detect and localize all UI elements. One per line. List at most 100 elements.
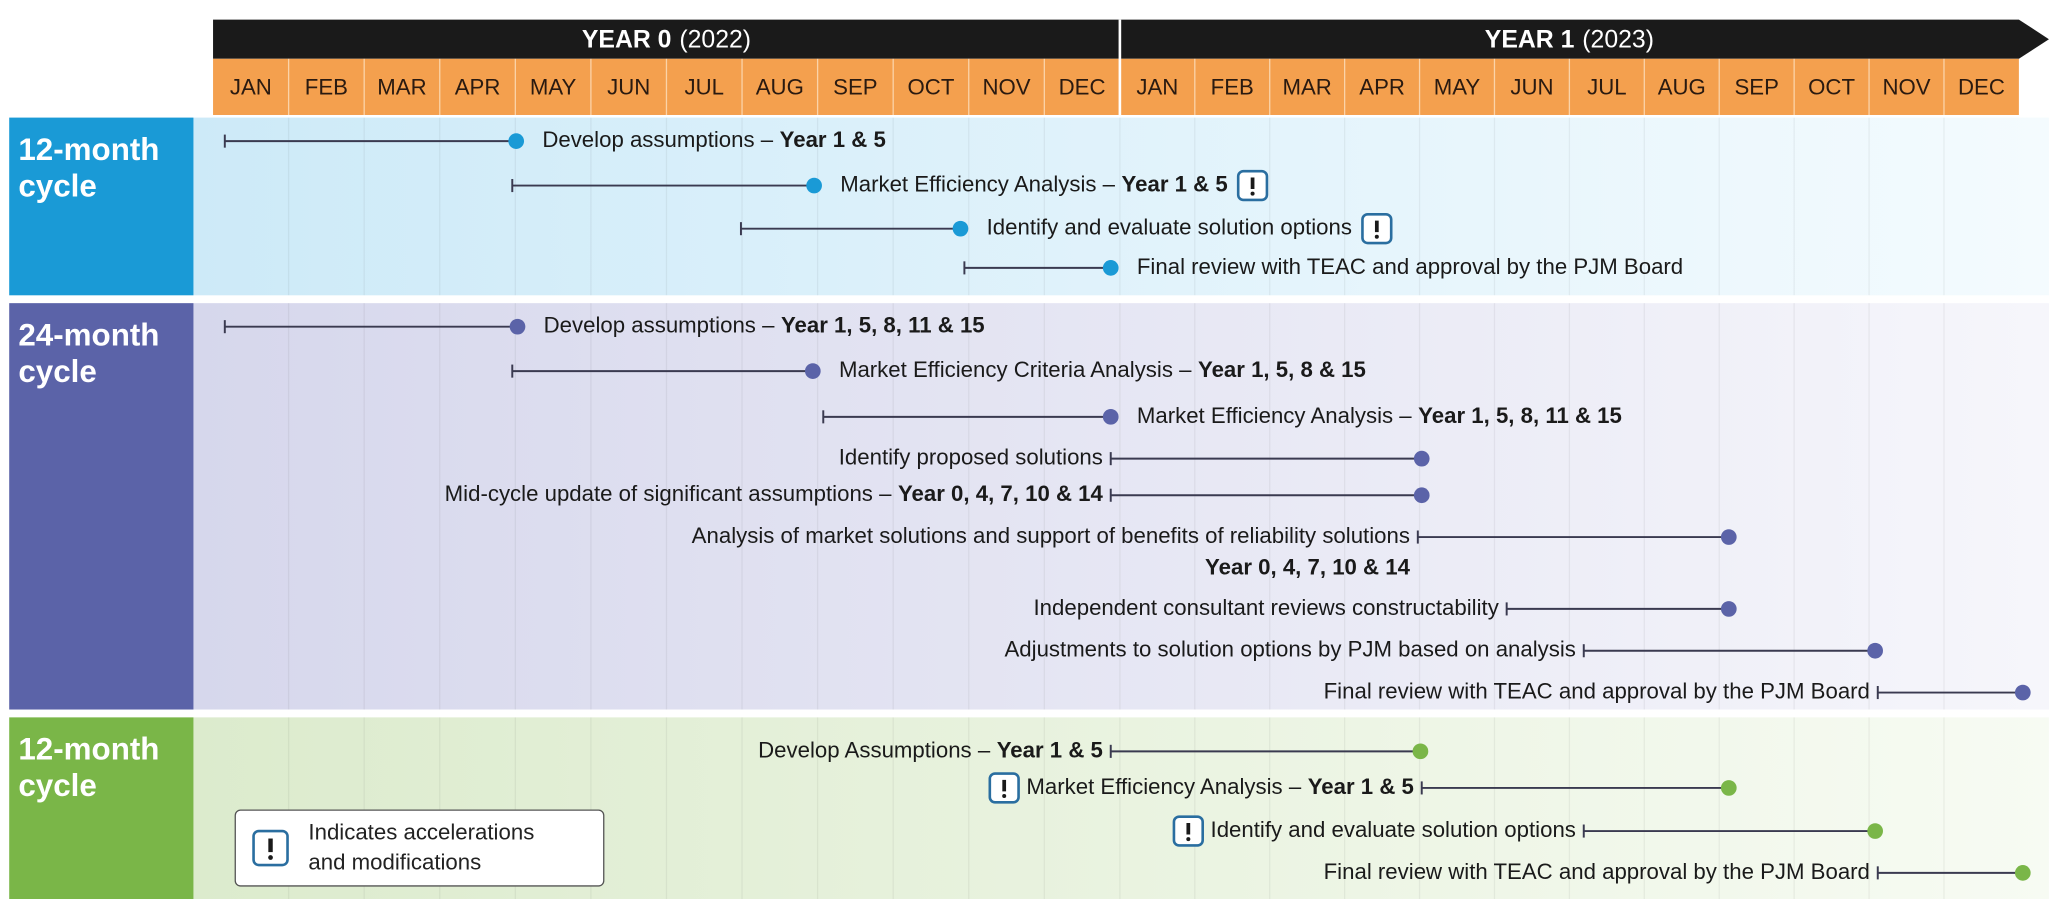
task-label: Identify and evaluate solution options [1211,817,1576,842]
month-label: JAN [1136,75,1178,100]
section-label: 24-month [18,317,159,352]
task-years: Year 1 & 5 [780,127,886,152]
month-label: APR [455,75,501,100]
task-label: Market Efficiency Analysis – Year 1 & 5 [840,171,1227,196]
task-end [1413,450,1430,467]
year-label: YEAR 1 (2023) [1485,26,1654,53]
task-end [1413,487,1430,504]
month-label: FEB [305,75,348,100]
alert-dot [268,855,273,860]
task-label: Independent consultant reviews construct… [1034,595,1500,620]
task-text: Market Efficiency Criteria Analysis – [839,357,1192,382]
task-label: Market Efficiency Analysis – Year 1 & 5 [1026,774,1413,799]
legend-text: Indicates accelerations [308,820,534,845]
month-label: OCT [908,75,955,100]
task-text: Adjustments to solution options by PJM b… [1004,637,1575,662]
task-text: Develop assumptions – [542,127,773,152]
task-end [2014,684,2031,701]
task-text: Final review with TEAC and approval by t… [1324,678,1870,703]
task-years: Year 1, 5, 8, 11 & 15 [1418,403,1622,428]
task-end [1412,743,1429,760]
month-label: AUG [756,75,804,100]
month-label: SEP [833,75,877,100]
month-label: MAY [1434,75,1481,100]
task-label: Adjustments to solution options by PJM b… [1004,637,1575,662]
alert-icon [1172,815,1204,847]
alert-dot [1374,234,1379,239]
task-label: Final review with TEAC and approval by t… [1324,859,1870,884]
task-end [804,363,821,379]
month-label: SEP [1734,75,1778,100]
year-number: (2023) [1582,26,1654,53]
task-note: Year 0, 4, 7, 10 & 14 [1205,554,1411,579]
legend-box [234,809,605,887]
month-label: OCT [1808,75,1855,100]
task-label: Market Efficiency Analysis – Year 1, 5, 8… [1137,403,1622,428]
task-end [509,318,526,335]
task-end [1102,408,1119,425]
task-years: Year 0, 4, 7, 10 & 14 [898,481,1104,506]
task-label: Analysis of market solutions and support… [692,523,1410,548]
task-label: Market Efficiency Criteria Analysis – Yea… [839,357,1366,382]
month-label: JAN [230,75,272,100]
month-label: APR [1359,75,1405,100]
section-label-box [9,717,194,899]
task-text: Identify proposed solutions [839,445,1103,470]
task-years: Year 1, 5, 8, 11 & 15 [781,313,985,338]
task-years: Year 1, 5, 8 & 15 [1198,357,1366,382]
task-text: Market Efficiency Analysis – [1137,403,1412,428]
task-text: Final review with TEAC and approval by t… [1137,254,1683,279]
task-label: Identify proposed solutions [839,445,1103,470]
task-label: Develop assumptions – Year 1, 5, 8, 11 & … [544,313,985,338]
task-end [508,133,525,149]
task-text: Independent consultant reviews construct… [1034,595,1500,620]
section-bg [193,303,2049,710]
task-end [2014,865,2031,881]
task-label: Final review with TEAC and approval by t… [1324,678,1870,703]
task-end [1102,260,1119,276]
task-text: Develop Assumptions – [758,737,991,762]
year-name: YEAR 0 [582,26,672,53]
section-label: cycle [18,168,96,203]
task-end [1720,601,1737,617]
month-band [213,58,2019,115]
task-years: Year 1 & 5 [1308,774,1414,799]
task-end [806,177,822,194]
year-number: (2022) [679,26,751,53]
task-label: Develop Assumptions – Year 1 & 5 [758,737,1103,762]
month-label: JUL [685,75,724,100]
task-label: Final review with TEAC and approval by t… [1137,254,1683,279]
task-text: Analysis of market solutions and support… [692,523,1410,548]
month-label: AUG [1658,75,1706,100]
month-label: NOV [1882,75,1930,100]
alert-dot [1186,837,1191,842]
year-band [213,19,2049,59]
task-text: Final review with TEAC and approval by t… [1324,859,1870,884]
month-label: MAY [530,75,577,100]
task-text: Market Efficiency Analysis – [840,171,1115,196]
legend-text: and modifications [308,850,481,875]
task-years: Year 1 & 5 [997,737,1103,762]
month-label: DEC [1059,75,1106,100]
task-years: Year 1 & 5 [1122,171,1228,196]
task-text: Identify and evaluate solution options [987,215,1352,240]
alert-dot [1250,191,1255,196]
task-label: Develop assumptions – Year 1 & 5 [542,127,886,152]
month-label: NOV [982,75,1030,100]
task-end [1720,529,1737,545]
month-label: JUN [607,75,650,100]
task-end [1720,780,1737,796]
task-text: Market Efficiency Analysis – [1026,774,1301,799]
month-label: DEC [1958,75,2005,100]
alert-dot [1002,793,1007,798]
month-label: FEB [1211,75,1254,100]
alert-icon [252,829,289,867]
task-end [1867,823,1883,839]
section-label: 12-month [18,132,159,167]
section-label: cycle [18,768,96,803]
month-label: JUL [1587,75,1626,100]
task-text: Develop assumptions – [544,313,775,338]
task-label: Identify and evaluate solution options [987,215,1352,240]
task-text: Identify and evaluate solution options [1211,817,1576,842]
